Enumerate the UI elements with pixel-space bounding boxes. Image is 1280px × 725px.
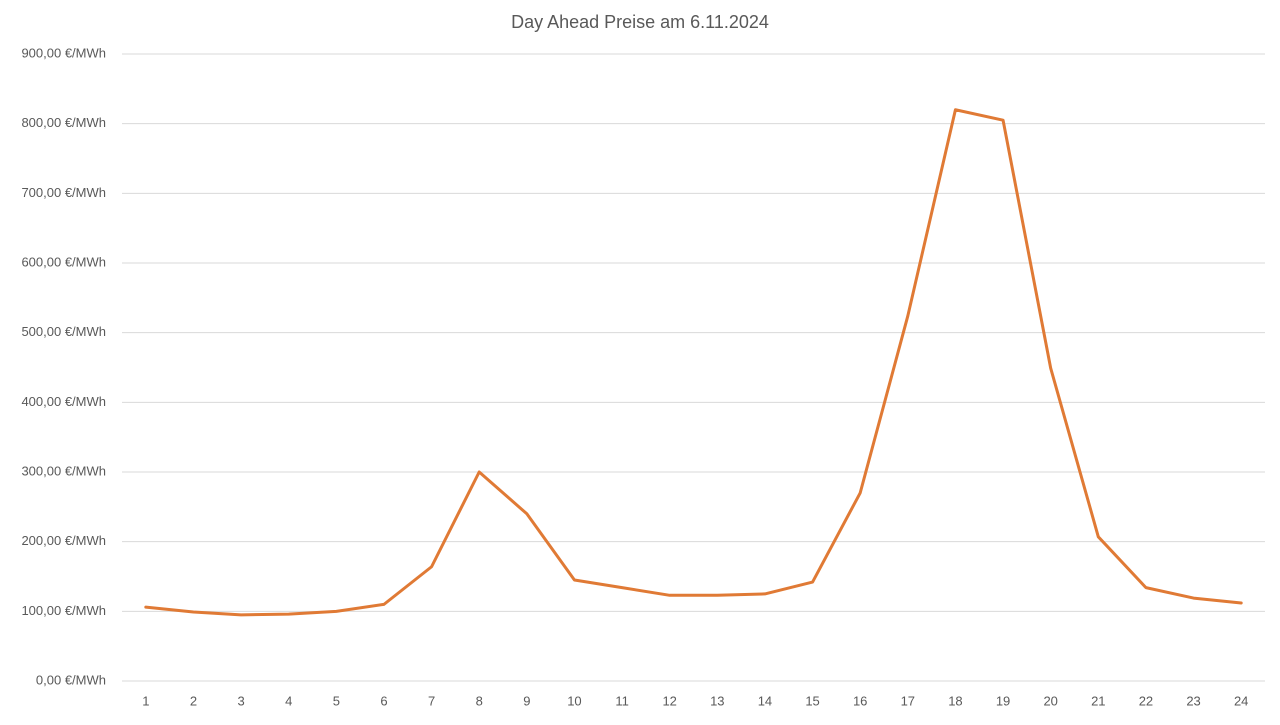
y-tick-label: 100,00 €/MWh (21, 603, 106, 618)
x-tick-label: 1 (142, 693, 149, 708)
y-tick-label: 0,00 €/MWh (36, 672, 106, 687)
y-tick-label: 800,00 €/MWh (21, 115, 106, 130)
x-tick-label: 9 (523, 693, 530, 708)
y-tick-label: 500,00 €/MWh (21, 324, 106, 339)
chart-title: Day Ahead Preise am 6.11.2024 (511, 12, 769, 32)
y-tick-label: 300,00 €/MWh (21, 463, 106, 478)
line-series (144, 108, 1243, 617)
x-tick-label: 12 (662, 693, 676, 708)
x-tick-label: 7 (428, 693, 435, 708)
x-tick-label: 16 (853, 693, 867, 708)
x-tick-label: 3 (237, 693, 244, 708)
x-tick-label: 6 (380, 693, 387, 708)
x-tick-label: 18 (948, 693, 962, 708)
x-tick-label: 22 (1139, 693, 1153, 708)
x-tick-label: 23 (1186, 693, 1200, 708)
x-tick-label: 20 (1043, 693, 1057, 708)
x-tick-label: 13 (710, 693, 724, 708)
y-tick-label: 600,00 €/MWh (21, 254, 106, 269)
x-tick-label: 8 (476, 693, 483, 708)
x-tick-label: 19 (996, 693, 1010, 708)
x-tick-label: 21 (1091, 693, 1105, 708)
x-tick-label: 11 (615, 693, 629, 708)
x-tick-label: 5 (333, 693, 340, 708)
x-tick-label: 17 (901, 693, 915, 708)
x-tick-label: 10 (567, 693, 581, 708)
x-tick-label: 24 (1234, 693, 1248, 708)
y-tick-label: 900,00 €/MWh (21, 45, 106, 60)
x-tick-label: 15 (805, 693, 819, 708)
x-tick-label: 4 (285, 693, 292, 708)
y-tick-label: 400,00 €/MWh (21, 394, 106, 409)
x-tick-label: 2 (190, 693, 197, 708)
y-tick-label: 700,00 €/MWh (21, 185, 106, 200)
x-tick-label: 14 (758, 693, 772, 708)
y-tick-label: 200,00 €/MWh (21, 533, 106, 548)
